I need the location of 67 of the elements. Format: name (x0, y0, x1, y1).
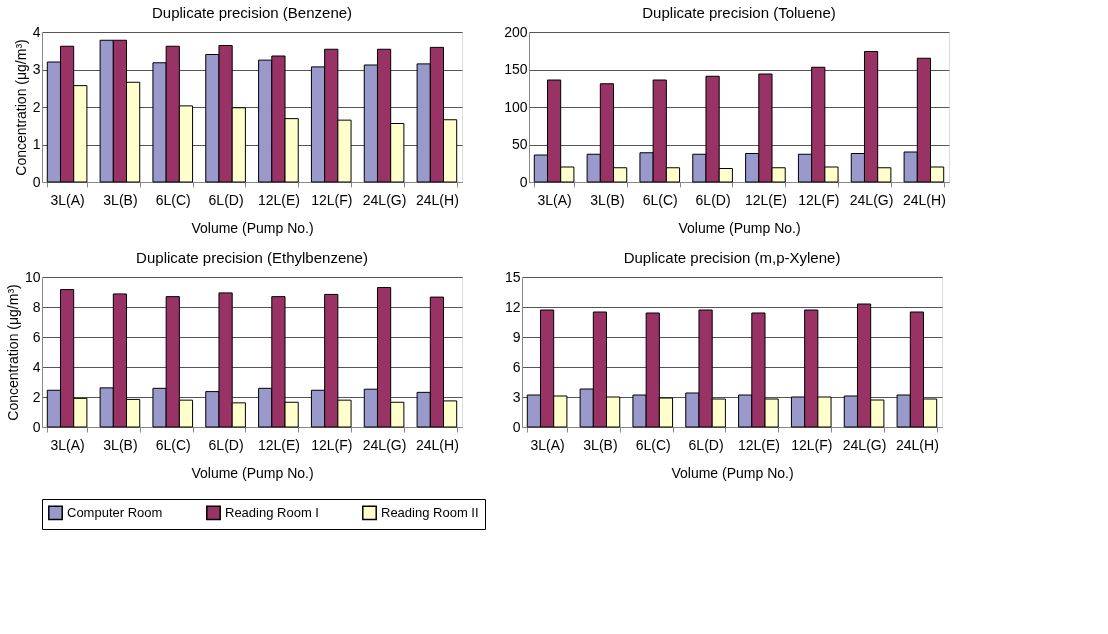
x-tick-label: 12L(E) (257, 191, 300, 208)
y-tick-label: 8 (32, 298, 41, 315)
x-tick-label: 24L(H) (896, 436, 939, 453)
x-tick-label: 3L(B) (590, 191, 625, 208)
y-tick-label: 0 (32, 418, 41, 435)
x-tick-label: 12L(F) (311, 436, 353, 453)
x-tick-label: 3L(A) (50, 191, 85, 208)
x-tick-label: 3L(B) (103, 191, 138, 208)
x-tick-label: 6L(D) (208, 436, 244, 453)
legend-label: Reading Room II (381, 504, 479, 520)
x-tick-label: 6L(D) (208, 191, 244, 208)
x-axis-title: Volume (Pump No.) (678, 219, 801, 236)
legend-label: Reading Room I (225, 504, 319, 520)
y-tick-label: 0 (519, 173, 528, 190)
x-tick-label: 12L(F) (311, 191, 353, 208)
chart-title: Duplicate precision (Toluene) (642, 4, 836, 21)
chart-title: Duplicate precision (Benzene) (151, 4, 353, 21)
x-tick-label: 3L(B) (103, 436, 138, 453)
chart-title: Duplicate precision (Ethylbenzene) (136, 249, 368, 266)
x-tick-label: 24L(H) (416, 191, 459, 208)
y-tick-label: 1 (32, 136, 41, 152)
x-tick-label: 12L(F) (798, 191, 840, 208)
x-tick-label: 3L(A) (50, 436, 85, 453)
y-tick-label: 50 (511, 136, 528, 152)
y-tick-label: 2 (32, 98, 41, 115)
x-tick-label: 6L(D) (695, 191, 731, 208)
y-tick-label: 6 (512, 358, 521, 375)
x-tick-label: 24L(H) (416, 436, 459, 453)
x-tick-label: 12L(E) (257, 436, 300, 453)
x-axis-title: Volume (Pump No.) (191, 464, 314, 481)
x-tick-label: 6L(C) (155, 191, 191, 208)
chart-title: Duplicate precision (m,p-Xylene) (623, 249, 841, 266)
x-tick-label: 6L(D) (688, 436, 724, 453)
y-tick-label: 200 (504, 23, 528, 40)
y-tick-label: 10 (24, 268, 41, 285)
y-tick-label: 150 (504, 61, 528, 77)
x-tick-label: 3L(A) (530, 436, 565, 453)
x-tick-label: 24L(G) (362, 191, 407, 208)
y-tick-label: 0 (512, 418, 521, 435)
x-tick-label: 3L(A) (537, 191, 572, 208)
legend-label: Computer Room (67, 504, 163, 520)
y-tick-label: 9 (512, 328, 521, 345)
x-tick-label: 24L(G) (362, 436, 407, 453)
y-axis-title: Concentration (μg/m³) (12, 39, 29, 176)
y-tick-label: 12 (504, 298, 521, 315)
x-axis-title: Volume (Pump No.) (671, 464, 794, 481)
x-tick-label: 24L(G) (842, 436, 887, 453)
x-tick-label: 6L(C) (635, 436, 671, 453)
x-tick-label: 24L(H) (903, 191, 946, 208)
x-tick-label: 12L(E) (744, 191, 787, 208)
y-tick-label: 6 (32, 328, 41, 345)
y-tick-label: 2 (32, 388, 41, 405)
x-tick-label: 6L(C) (642, 191, 678, 208)
y-tick-label: 4 (32, 358, 41, 375)
x-tick-label: 12L(F) (791, 436, 833, 453)
y-tick-label: 3 (32, 61, 41, 77)
x-tick-label: 6L(C) (155, 436, 191, 453)
y-tick-label: 100 (504, 98, 528, 115)
y-axis-title: Concentration (μg/m³) (4, 284, 21, 421)
x-axis-title: Volume (Pump No.) (191, 219, 314, 236)
x-tick-label: 24L(G) (849, 191, 894, 208)
y-tick-label: 4 (32, 23, 41, 40)
y-tick-label: 3 (512, 388, 521, 405)
y-tick-label: 0 (32, 173, 41, 190)
x-tick-label: 12L(E) (737, 436, 780, 453)
x-tick-label: 3L(B) (583, 436, 618, 453)
y-tick-label: 15 (504, 268, 521, 285)
